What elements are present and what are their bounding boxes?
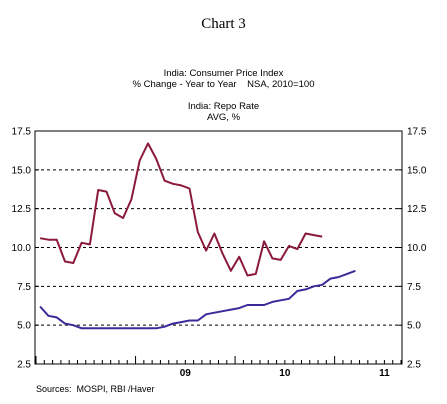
source-note: Sources: MOSPI, RBI /Haver — [36, 384, 155, 394]
x-tick-label: 09 — [180, 368, 192, 379]
y-tick-label-right: 5.0 — [407, 321, 421, 332]
y-tick-label-left: 10.0 — [12, 243, 32, 254]
y-tick-label-right: 2.5 — [407, 360, 421, 371]
legend-cpi-title: India: Consumer Price Index — [163, 68, 284, 79]
y-tick-label-right: 17.5 — [407, 127, 427, 138]
y-tick-label-left: 7.5 — [17, 282, 31, 293]
y-tick-label-right: 12.5 — [407, 204, 427, 215]
y-tick-label-right: 15.0 — [407, 165, 427, 176]
y-tick-label-left: 5.0 — [17, 321, 31, 332]
legend-repo-subtitle: AVG, % — [206, 112, 241, 123]
x-tick-label: 10 — [279, 368, 291, 379]
x-ticks: 09 10 11 — [35, 356, 402, 379]
x-tick-label: 11 — [379, 368, 390, 379]
y-ticks-left: 17.5 15.0 12.5 10.0 7.5 5.0 2.5 — [12, 127, 39, 371]
series-cpi-line — [39, 142, 323, 277]
legend-cpi-subtitle: % Change - Year to Year NSA, 2010=100 — [132, 79, 315, 90]
y-tick-label-right: 10.0 — [407, 243, 427, 254]
series-repo-line — [39, 269, 356, 330]
y-tick-label-left: 15.0 — [12, 165, 32, 176]
y-tick-label-right: 7.5 — [407, 282, 421, 293]
legend-repo-title: India: Repo Rate — [187, 101, 260, 112]
y-tick-label-left: 17.5 — [12, 127, 32, 138]
series-layer — [39, 142, 356, 330]
legend-cpi: India: Consumer Price Index % Change - Y… — [0, 68, 447, 90]
chart-title: Chart 3 — [201, 16, 246, 32]
y-tick-label-left: 12.5 — [12, 204, 32, 215]
y-tick-label-left: 2.5 — [17, 360, 31, 371]
grid-layer — [35, 169, 402, 326]
y-ticks-right: 17.5 15.0 12.5 10.0 7.5 5.0 2.5 — [398, 127, 427, 371]
legend-repo: India: Repo Rate AVG, % — [0, 101, 447, 123]
